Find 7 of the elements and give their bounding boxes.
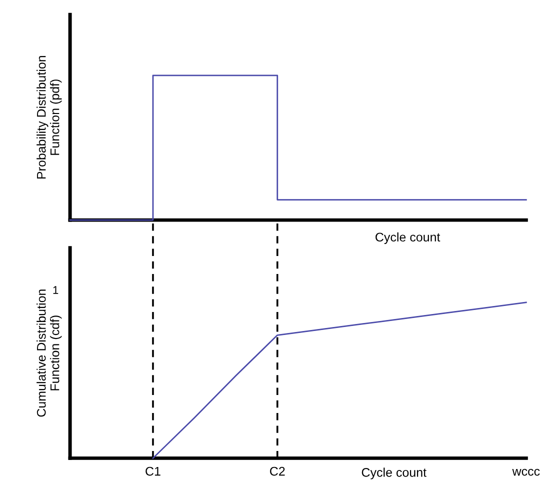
x-tick-label: C2 xyxy=(270,466,285,476)
x-axis-title: Cycle count xyxy=(362,468,426,480)
text: 1 xyxy=(53,286,58,294)
y-axis-title: Probability Distribution Function (pdf) xyxy=(36,56,62,179)
x-tick-label: wccc xyxy=(512,468,540,476)
x-tick-label: C1 xyxy=(146,466,160,476)
x-axis-title: Cycle count xyxy=(376,232,440,244)
